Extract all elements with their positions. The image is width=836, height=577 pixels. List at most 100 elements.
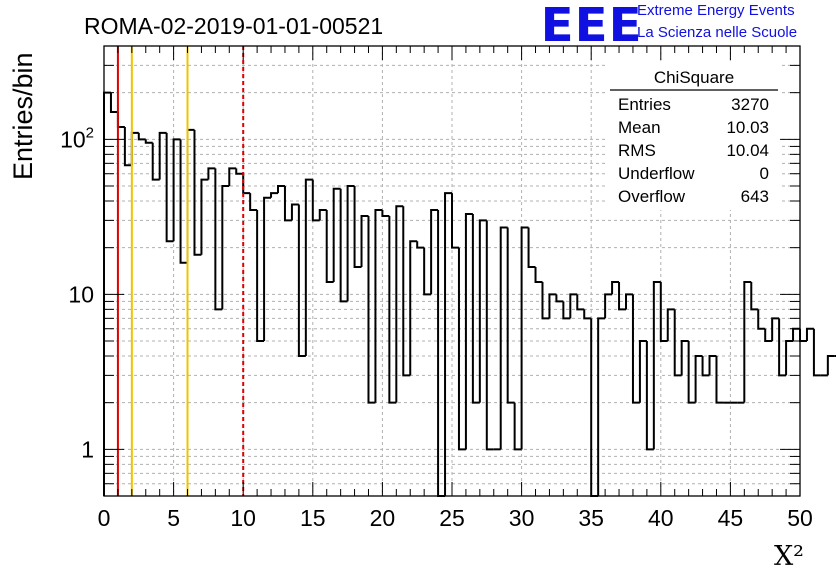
stats-row-label: Overflow: [618, 187, 686, 206]
x-tick-label: 30: [509, 505, 535, 531]
histogram-bin: [158, 131, 167, 180]
histogram-bin: [144, 139, 153, 144]
histogram-bin: [625, 293, 633, 310]
histogram-bin: [374, 208, 383, 403]
histogram-bin: [451, 193, 459, 249]
stats-row-label: Entries: [618, 95, 671, 114]
histogram-bin: [576, 294, 585, 311]
histogram-bin: [353, 185, 362, 269]
x-tick-label: 25: [439, 505, 465, 531]
histogram-bin: [687, 340, 696, 404]
plot-frame: [103, 45, 801, 497]
histogram-bin: [193, 129, 202, 256]
histogram-bin: [750, 282, 759, 311]
histogram-bin: [812, 328, 821, 377]
histogram-bin: [263, 196, 272, 341]
histogram-bin: [562, 301, 571, 320]
histogram-bin: [778, 318, 787, 377]
histogram-bin: [402, 206, 411, 377]
histogram-bin: [123, 127, 132, 167]
histogram-bin: [228, 167, 237, 186]
histogram-bin: [367, 216, 376, 404]
y-tick-label: 1: [81, 436, 94, 462]
histogram-bin: [534, 267, 543, 284]
histogram-bin: [165, 132, 174, 243]
histogram-bin: [416, 241, 425, 249]
histogram-bin: [297, 204, 306, 358]
histogram-bin: [555, 294, 564, 303]
stats-row-label: Underflow: [618, 164, 695, 183]
histogram-bin: [701, 356, 710, 377]
histogram-bin: [673, 309, 682, 377]
histogram-bin: [311, 179, 320, 222]
histogram-bin: [527, 227, 536, 269]
histogram-bin: [130, 131, 139, 166]
grid-layer: [104, 45, 800, 497]
histogram-bin: [638, 339, 647, 403]
stats-row-label: RMS: [618, 141, 656, 160]
histogram-bin: [304, 178, 313, 357]
histogram-bin: [346, 184, 355, 302]
histogram-bin: [437, 209, 446, 497]
histogram-bin: [444, 192, 452, 496]
histogram-bin: [826, 355, 835, 376]
histogram-bin: [360, 215, 369, 268]
histogram-bin: [423, 247, 432, 296]
histogram-bin: [395, 205, 404, 403]
histogram-bin: [652, 281, 661, 450]
stats-title: ChiSquare: [654, 68, 734, 87]
threshold-lines-layer: [116, 46, 245, 496]
histogram-bin: [207, 167, 216, 180]
histogram-bin: [611, 281, 620, 295]
x-tick-label: 20: [370, 505, 396, 531]
histogram-bin: [757, 309, 766, 330]
stats-box: ChiSquare Entries 3270 Mean 10.03 RMS 10.04 Un…: [608, 62, 780, 210]
histogram-bin: [485, 220, 494, 451]
histogram-bin: [221, 184, 230, 310]
histogram-bin: [151, 142, 160, 181]
histogram-bin: [290, 203, 299, 221]
histogram-bin: [409, 240, 418, 376]
histogram-layer: [103, 91, 836, 497]
histogram-bin: [680, 339, 689, 376]
histogram-bin: [172, 138, 181, 242]
histogram-bin: [109, 92, 118, 114]
histogram-bin: [604, 293, 613, 319]
histogram-bin: [513, 402, 522, 451]
histogram-bin: [708, 355, 717, 376]
x-axis-label: X²: [774, 541, 804, 572]
x-tick-label: 5: [167, 505, 180, 531]
stats-row-label: Mean: [618, 118, 661, 137]
stats-row-value: 3270: [731, 95, 769, 114]
histogram-bin: [792, 327, 800, 341]
histogram-bin: [471, 213, 480, 404]
x-tick-label: 50: [787, 505, 813, 531]
histogram-bin: [785, 339, 794, 376]
x-tick-label: 0: [98, 505, 111, 531]
logo-subtitle-1: Extreme Energy Events: [637, 2, 795, 19]
histogram-bin: [541, 282, 550, 320]
histogram-bin: [618, 282, 626, 311]
histogram-bin: [743, 281, 752, 403]
chart-title: ROMA-02-2019-01-01-00521: [84, 13, 383, 39]
y-tick-label: 102: [60, 124, 94, 152]
histogram-bin: [116, 112, 125, 129]
histogram-bin: [645, 340, 654, 451]
histogram-bin: [200, 178, 209, 255]
histogram-bin: [277, 184, 285, 194]
logo-subtitle-2: La Scienza nelle Scuole: [637, 24, 798, 41]
histogram-bin: [388, 216, 397, 404]
x-tick-label: 40: [648, 505, 674, 531]
histogram-bin: [270, 192, 278, 198]
histogram-bin: [186, 128, 195, 263]
histogram-bin: [325, 209, 334, 284]
histogram-bin: [694, 355, 703, 403]
histogram-bin: [137, 132, 146, 141]
histogram-bin: [631, 294, 640, 404]
histogram-bin: [548, 293, 557, 319]
histogram-bin: [569, 293, 578, 319]
x-tick-label: 45: [718, 505, 744, 531]
histogram-bin: [590, 318, 599, 497]
x-tick-label: 15: [300, 505, 326, 531]
